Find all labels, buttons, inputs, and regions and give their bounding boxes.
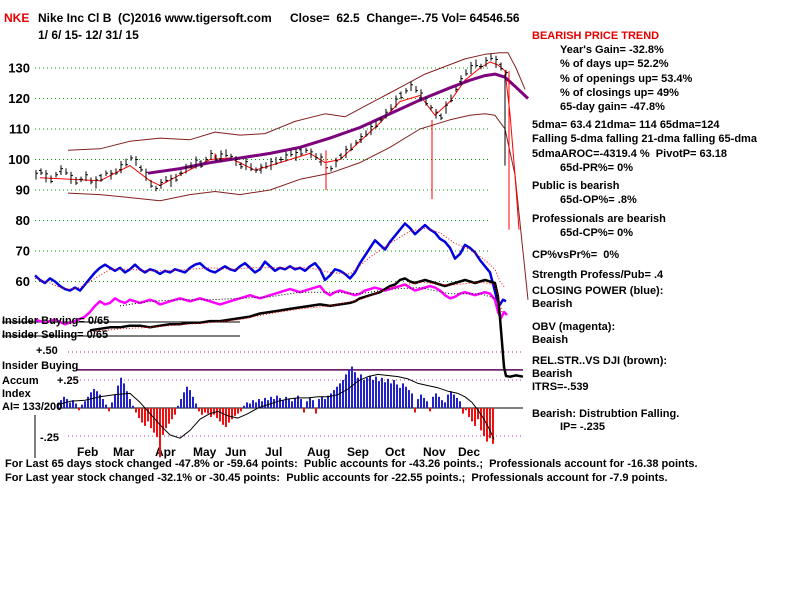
right-panel-line: Beaish bbox=[532, 334, 569, 346]
x-axis-month-label: Jun bbox=[225, 445, 246, 459]
right-panel-line: Falling 5-dma falling 21-dma falling 65-… bbox=[532, 133, 757, 145]
y-axis-tick-label: 110 bbox=[9, 122, 30, 137]
x-axis-month-label: Jul bbox=[265, 445, 282, 459]
right-panel-line: % of closings up= 49% bbox=[560, 87, 679, 99]
chart-title: Nike Inc Cl B (C)2016 www.tigersoft.com bbox=[38, 11, 272, 25]
5dma-red bbox=[39, 61, 520, 230]
right-panel-line: 5dmaAROC=-4319.4 % PivotP= 63.18 bbox=[532, 148, 728, 160]
y-axis-tick-label: 70 bbox=[16, 244, 30, 259]
right-panel-line: REL.STR..VS DJI (brown): bbox=[532, 355, 668, 367]
y-axis-tick-label: 100 bbox=[8, 152, 30, 167]
right-panel-line: Bearish bbox=[532, 298, 573, 310]
rel-str-black bbox=[89, 277, 524, 378]
right-panel-line: BEARISH PRICE TREND bbox=[532, 30, 660, 42]
right-panel-line: Strength Profess/Pub= .4 bbox=[532, 269, 664, 281]
right-panel-line: 65-day gain= -47.8% bbox=[560, 101, 665, 113]
right-panel-line: IP= -.235 bbox=[560, 421, 605, 433]
y-axis-tick-label: 80 bbox=[16, 213, 30, 228]
y-axis-tick-label: 130 bbox=[8, 61, 30, 76]
insider-indicator-label: Accum bbox=[2, 375, 39, 387]
right-panel-line: Professionals are bearish bbox=[532, 213, 666, 225]
right-panel-line: ITRS=-.539 bbox=[532, 381, 589, 393]
65dma-purple bbox=[147, 72, 530, 175]
cp-average-dotted bbox=[34, 227, 506, 290]
x-axis-month-label: Sep bbox=[347, 445, 369, 459]
insider-indicator-label: Insider Selling= 0/65 bbox=[2, 329, 109, 341]
insider-indicator-label: Insider Buying= 0/65 bbox=[2, 315, 110, 327]
date-range: 1/ 6/ 15- 12/ 31/ 15 bbox=[38, 28, 139, 42]
insider-indicator-label: +.50 bbox=[36, 345, 58, 357]
right-panel-line: CLOSING POWER (blue): bbox=[532, 285, 664, 297]
right-panel-line: Bearish bbox=[532, 368, 573, 380]
x-axis-month-label: Aug bbox=[307, 445, 330, 459]
right-panel-line: 65d-PR%= 0% bbox=[560, 162, 634, 174]
insider-indicator-label: Index bbox=[2, 388, 31, 400]
lower-band bbox=[67, 113, 529, 300]
right-panel-line: % of days up= 52.2% bbox=[560, 58, 669, 70]
quote-stats: Close= 62.5 Change=-.75 Vol= 64546.56 bbox=[290, 11, 520, 25]
insider-indicator-label: AI= 133/200 bbox=[2, 401, 63, 413]
summary-line: For Last 65 days stock changed -47.8% or… bbox=[5, 458, 698, 470]
right-panel-line: OBV (magenta): bbox=[532, 321, 616, 333]
right-panel-line: Bearish: Distrubtion Falling. bbox=[532, 408, 680, 420]
right-panel-line: 5dma= 63.4 21dma= 114 65dma=124 bbox=[532, 119, 720, 131]
closing-power-blue bbox=[34, 222, 507, 306]
right-panel-line: CP%vsPr%= 0% bbox=[532, 249, 620, 261]
summary-line: For Last year stock changed -32.1% or -3… bbox=[5, 472, 668, 484]
x-axis-month-label: Apr bbox=[155, 445, 176, 459]
insider-indicator-label: -.25 bbox=[40, 432, 59, 444]
ticker-symbol: NKE bbox=[4, 11, 30, 25]
right-panel-line: Year's Gain= -32.8% bbox=[560, 44, 664, 56]
right-panel-line: 65d-CP%= 0% bbox=[560, 227, 634, 239]
right-panel-line: 65d-OP%= .8% bbox=[560, 194, 637, 206]
x-axis-month-label: Feb bbox=[77, 445, 98, 459]
right-panel-line: Public is bearish bbox=[532, 180, 620, 192]
right-panel-line: % of openings up= 53.4% bbox=[560, 73, 693, 85]
upper-band bbox=[67, 52, 526, 151]
x-axis-month-label: Dec bbox=[458, 445, 480, 459]
y-axis-tick-label: 90 bbox=[16, 183, 30, 198]
obv-magenta bbox=[34, 283, 508, 326]
y-axis-tick-label: 120 bbox=[8, 91, 30, 106]
x-axis-month-label: May bbox=[193, 445, 217, 459]
insider-indicator-label: +.25 bbox=[57, 375, 79, 387]
y-axis-tick-label: 60 bbox=[16, 274, 30, 289]
rs-average-dotted bbox=[89, 281, 503, 333]
obv-average-dotted bbox=[119, 287, 501, 307]
x-axis-month-label: Oct bbox=[385, 445, 405, 459]
accum-ma-line bbox=[57, 373, 495, 440]
x-axis-month-label: Mar bbox=[113, 445, 135, 459]
insider-indicator-label: Insider Buying bbox=[2, 360, 79, 372]
x-axis-month-label: Nov bbox=[423, 445, 446, 459]
